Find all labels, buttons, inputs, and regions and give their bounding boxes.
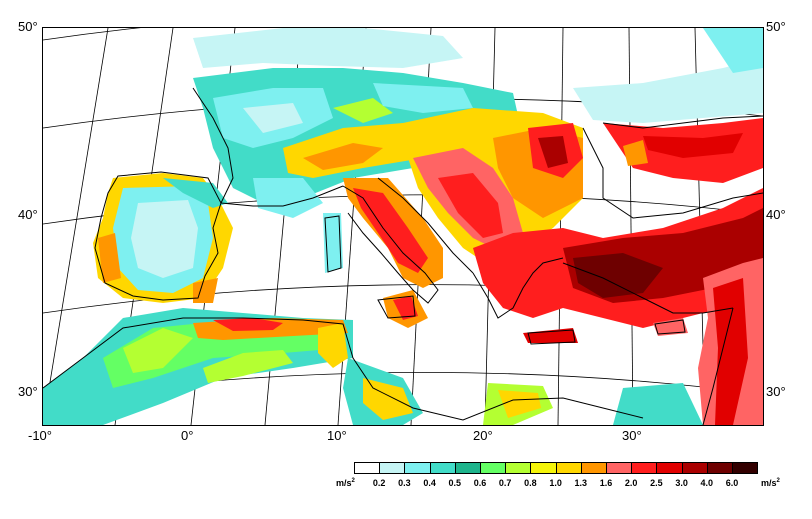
legend-label: 1.0 xyxy=(549,478,562,488)
legend-label: 0.7 xyxy=(498,478,512,488)
legend-label: 2.5 xyxy=(650,478,663,488)
coast-iberia xyxy=(94,171,222,301)
legend-label: 1.3 xyxy=(574,478,588,488)
legend-label: 0.3 xyxy=(398,478,411,488)
legend-swatch xyxy=(606,462,633,474)
hazard-east-light xyxy=(573,28,763,123)
hazard-map xyxy=(42,27,764,426)
lat-label-30-right: 30° xyxy=(766,384,786,399)
lat-label-30-left: 30° xyxy=(18,384,38,399)
legend-label: 0.4 xyxy=(423,478,436,488)
coast-france-med xyxy=(220,185,344,207)
lon-label-m10: -10° xyxy=(28,428,52,443)
coast-turkey-south xyxy=(562,262,734,314)
legend-label: 3.0 xyxy=(675,478,688,488)
legend-swatch xyxy=(530,462,557,474)
island-cyprus xyxy=(654,319,686,335)
island-crete xyxy=(527,329,576,345)
legend-swatch xyxy=(681,462,708,474)
legend-unit-left: m/s2 xyxy=(336,478,355,488)
graticule-lon-25 xyxy=(557,28,564,425)
coast-adriatic xyxy=(377,177,474,274)
hazard-italy xyxy=(323,178,443,328)
coast-levant xyxy=(702,307,734,425)
lat-label-40-left: 40° xyxy=(18,207,38,222)
lon-label-0: 0° xyxy=(181,428,194,443)
coast-black-sea xyxy=(582,127,763,219)
legend-label: 0.6 xyxy=(473,478,487,488)
legend-label: 4.0 xyxy=(700,478,714,488)
legend-label: 0.2 xyxy=(372,478,386,488)
legend-swatch xyxy=(379,462,406,474)
legend-swatch xyxy=(555,462,582,474)
graticule-lon-m10 xyxy=(43,28,109,425)
legend-swatch xyxy=(656,462,683,474)
hazard-central-europe xyxy=(193,28,523,218)
legend-label: 0.8 xyxy=(524,478,537,488)
coast-italy xyxy=(342,185,439,304)
coast-atlantic-france xyxy=(192,87,234,204)
lon-label-20: 20° xyxy=(473,428,493,443)
hazard-balkans xyxy=(403,108,583,268)
lat-label-50-right: 50° xyxy=(766,19,786,34)
lon-label-30: 30° xyxy=(622,428,642,443)
island-sicily xyxy=(377,295,416,319)
hazard-map-canvas xyxy=(43,28,763,425)
coastlines xyxy=(43,87,763,425)
coast-greece xyxy=(472,257,564,319)
hazard-north-africa xyxy=(43,308,553,425)
legend-swatch xyxy=(732,462,759,474)
coast-black-sea-north xyxy=(602,115,763,129)
legend-swatch xyxy=(429,462,456,474)
island-sardinia xyxy=(324,215,342,273)
legend-label: 0.5 xyxy=(448,478,462,488)
legend-swatch xyxy=(631,462,658,474)
lat-label-40-right: 40° xyxy=(766,207,786,222)
legend-label: 1.6 xyxy=(599,478,613,488)
lon-label-10: 10° xyxy=(327,428,347,443)
legend-swatch xyxy=(480,462,507,474)
legend-swatch xyxy=(404,462,431,474)
hazard-iberia xyxy=(93,173,233,303)
legend-swatch xyxy=(706,462,733,474)
coast-north-africa xyxy=(43,317,644,421)
legend-swatch xyxy=(505,462,532,474)
legend-unit-right: m/s2 xyxy=(761,478,780,488)
legend-label: 6.0 xyxy=(725,478,739,488)
lat-label-50-left: 50° xyxy=(18,19,38,34)
legend-swatch xyxy=(580,462,607,474)
legend-swatch xyxy=(354,462,381,474)
legend-swatch xyxy=(454,462,481,474)
legend-label: 2.0 xyxy=(624,478,638,488)
